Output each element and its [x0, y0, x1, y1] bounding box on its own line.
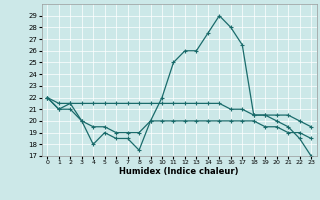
X-axis label: Humidex (Indice chaleur): Humidex (Indice chaleur)	[119, 167, 239, 176]
